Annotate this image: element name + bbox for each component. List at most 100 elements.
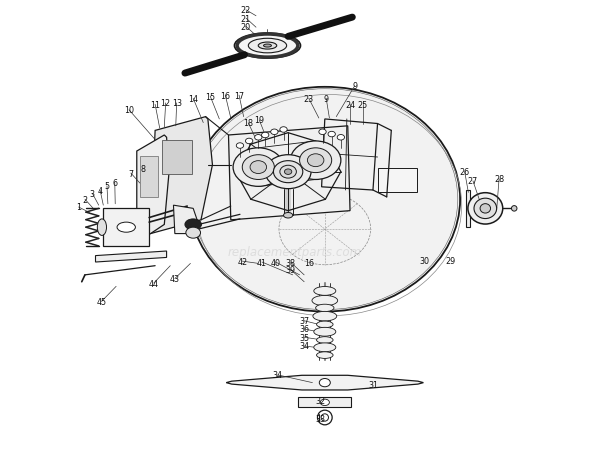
Ellipse shape — [313, 312, 337, 321]
Text: 36: 36 — [299, 325, 309, 334]
Text: 16: 16 — [220, 91, 230, 101]
Ellipse shape — [284, 213, 293, 218]
Text: 40: 40 — [271, 258, 281, 267]
Ellipse shape — [328, 132, 335, 138]
Ellipse shape — [319, 130, 326, 135]
Text: 25: 25 — [358, 101, 368, 110]
Ellipse shape — [261, 133, 269, 139]
Text: replacementparts.com: replacementparts.com — [228, 246, 362, 259]
Polygon shape — [226, 375, 424, 390]
Text: 16: 16 — [304, 258, 314, 267]
Ellipse shape — [284, 169, 292, 175]
Text: 18: 18 — [243, 119, 253, 128]
Text: 34: 34 — [273, 370, 283, 380]
Ellipse shape — [258, 43, 277, 50]
Text: 29: 29 — [446, 256, 456, 265]
Ellipse shape — [319, 379, 330, 387]
Ellipse shape — [280, 128, 287, 133]
Text: 2: 2 — [83, 195, 87, 204]
Text: 42: 42 — [237, 257, 247, 266]
Ellipse shape — [234, 34, 300, 59]
Text: 4: 4 — [97, 186, 103, 195]
Polygon shape — [96, 252, 166, 263]
Ellipse shape — [337, 135, 345, 141]
Ellipse shape — [314, 343, 336, 352]
Ellipse shape — [320, 399, 329, 406]
Text: 27: 27 — [468, 177, 478, 186]
Ellipse shape — [474, 199, 497, 219]
Text: 35: 35 — [299, 333, 309, 342]
Polygon shape — [137, 136, 169, 243]
Text: 12: 12 — [160, 99, 171, 108]
Text: 37: 37 — [299, 317, 309, 325]
Text: 38: 38 — [286, 258, 296, 267]
Bar — [103, 209, 149, 246]
Text: 11: 11 — [150, 101, 160, 110]
Text: 44: 44 — [149, 279, 159, 288]
Ellipse shape — [314, 328, 336, 336]
Text: 28: 28 — [494, 175, 504, 184]
Text: 8: 8 — [140, 165, 145, 174]
Text: 32: 32 — [315, 397, 325, 406]
Ellipse shape — [237, 144, 244, 149]
Text: 3: 3 — [90, 189, 95, 198]
Ellipse shape — [250, 161, 267, 174]
Text: 24: 24 — [345, 101, 355, 110]
Text: 14: 14 — [188, 95, 198, 104]
Bar — [378, 169, 417, 193]
Ellipse shape — [300, 149, 332, 173]
Polygon shape — [150, 118, 212, 234]
Text: 20: 20 — [241, 23, 251, 32]
Bar — [162, 140, 192, 174]
Ellipse shape — [290, 142, 341, 180]
Ellipse shape — [248, 39, 287, 54]
Bar — [140, 156, 158, 197]
Polygon shape — [228, 127, 350, 220]
Text: 43: 43 — [170, 274, 180, 283]
Text: 1: 1 — [76, 203, 81, 212]
Text: 31: 31 — [368, 380, 378, 389]
Ellipse shape — [255, 135, 262, 141]
Text: 22: 22 — [241, 6, 251, 15]
Ellipse shape — [97, 219, 107, 236]
Text: 21: 21 — [241, 15, 251, 23]
Text: 41: 41 — [257, 258, 267, 267]
Ellipse shape — [242, 155, 274, 180]
Text: 23: 23 — [304, 95, 314, 104]
Ellipse shape — [317, 352, 333, 358]
Ellipse shape — [480, 204, 490, 213]
Text: 6: 6 — [112, 179, 117, 187]
Ellipse shape — [314, 287, 336, 296]
Ellipse shape — [271, 130, 278, 135]
Text: 9: 9 — [324, 95, 329, 104]
Text: 30: 30 — [419, 256, 430, 265]
Ellipse shape — [512, 206, 517, 212]
Ellipse shape — [185, 219, 201, 230]
Ellipse shape — [316, 305, 334, 312]
Ellipse shape — [264, 45, 271, 48]
Ellipse shape — [317, 337, 333, 343]
Text: 15: 15 — [205, 92, 215, 101]
Ellipse shape — [468, 193, 503, 224]
Text: 9: 9 — [352, 82, 357, 91]
Text: 17: 17 — [234, 91, 244, 101]
Ellipse shape — [245, 139, 253, 145]
Ellipse shape — [117, 223, 135, 233]
Text: 45: 45 — [96, 297, 107, 306]
Text: 7: 7 — [128, 169, 133, 178]
Polygon shape — [173, 206, 199, 234]
Bar — [298, 397, 352, 408]
Ellipse shape — [233, 149, 284, 187]
Ellipse shape — [280, 166, 296, 179]
Ellipse shape — [265, 155, 311, 189]
Ellipse shape — [312, 296, 337, 306]
Text: 19: 19 — [254, 116, 264, 125]
Text: 33: 33 — [315, 414, 325, 424]
Text: 26: 26 — [460, 168, 470, 177]
Bar — [466, 190, 470, 228]
Ellipse shape — [189, 88, 460, 312]
Ellipse shape — [273, 161, 303, 183]
Text: 10: 10 — [124, 106, 134, 115]
Ellipse shape — [307, 154, 324, 167]
Text: 13: 13 — [172, 99, 182, 108]
